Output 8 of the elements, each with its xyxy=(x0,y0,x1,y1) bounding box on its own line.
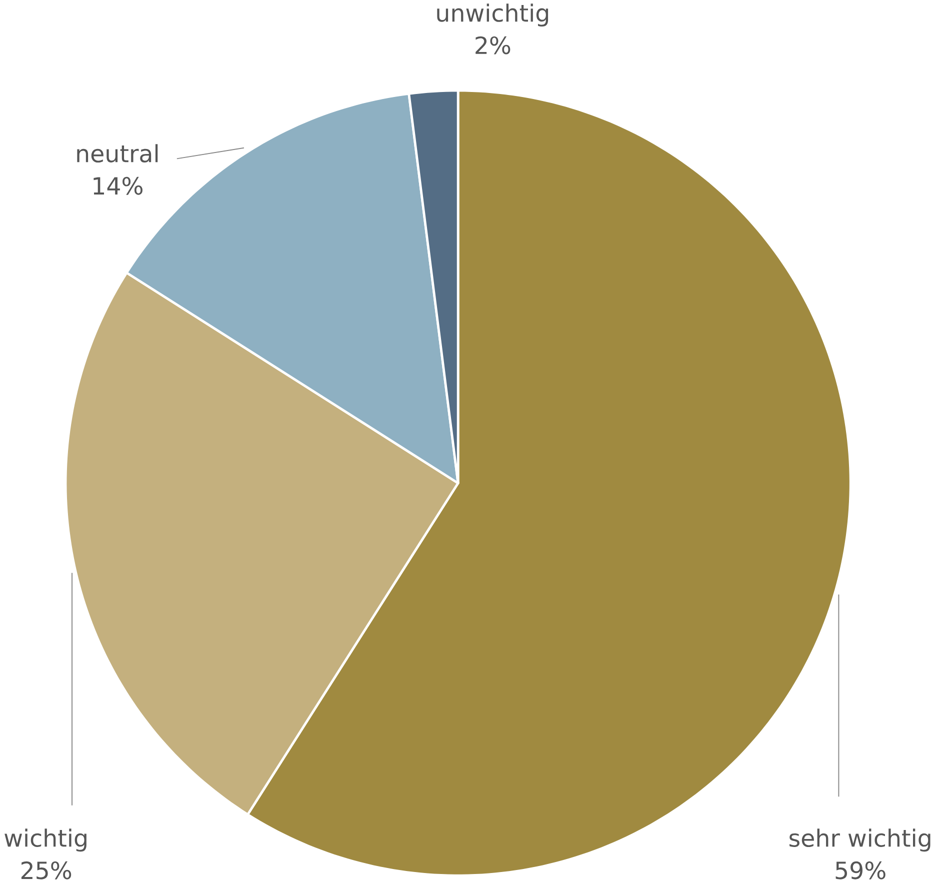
data-label: 25% xyxy=(21,861,72,880)
data-label: 59% xyxy=(836,861,886,880)
data-label: 2% xyxy=(476,36,510,54)
slice-label: sehr wichtig xyxy=(790,828,930,852)
slice-label: neutral xyxy=(77,144,158,163)
slice-label: unwichtig xyxy=(437,4,548,27)
slice-label: wichtig xyxy=(4,828,86,852)
data-label: 14% xyxy=(94,176,142,195)
